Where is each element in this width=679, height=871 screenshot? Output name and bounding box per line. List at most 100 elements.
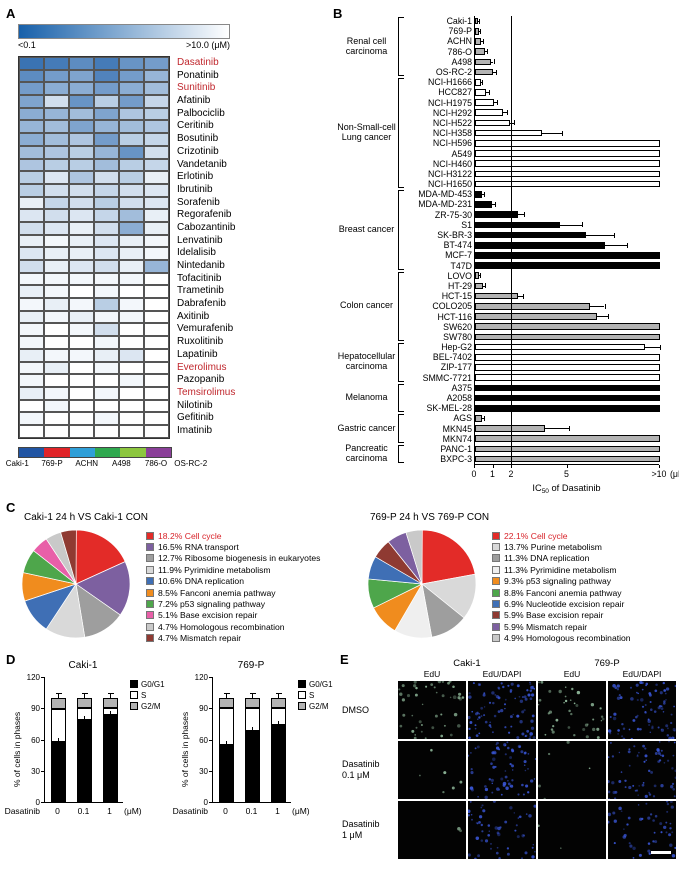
cell-dot xyxy=(494,826,499,830)
bar-row-label: AGS xyxy=(453,413,472,424)
cell-dot xyxy=(657,726,660,729)
heatmap-cell xyxy=(44,260,69,273)
cell-dot xyxy=(476,745,480,749)
cell-dot xyxy=(525,813,528,815)
cell-dot xyxy=(511,764,514,768)
cell-dot xyxy=(608,729,612,733)
bar-row: 786-O xyxy=(406,47,660,57)
ic50-bar xyxy=(475,374,660,381)
cell-dot xyxy=(504,770,507,772)
heatmap-cell xyxy=(119,57,144,70)
pie-legend-item: 18.2% Cell cycle xyxy=(146,530,338,541)
phase-error-cap xyxy=(249,692,256,694)
cell-dot xyxy=(665,801,669,803)
cell-dot xyxy=(490,762,493,765)
cell-dot xyxy=(612,684,616,688)
phase-legend-swatch xyxy=(130,702,138,710)
cell-dot xyxy=(662,702,666,705)
heatmap-cell xyxy=(94,69,119,83)
pie-legend-label: 4.7% Mismatch repair xyxy=(158,633,242,644)
heatmap-cell xyxy=(144,209,169,222)
error-bar xyxy=(478,30,480,32)
cell-dot xyxy=(628,764,631,767)
cell-dot xyxy=(659,691,663,695)
cell-dot xyxy=(636,755,639,758)
drug-label: Sorafenib xyxy=(177,196,220,208)
heatmap-cell xyxy=(69,183,94,197)
pie-legend-label: 7.2% p53 signaling pathway xyxy=(158,599,266,610)
heatmap-cell xyxy=(119,399,144,413)
bar-row-area xyxy=(475,311,660,321)
cell-dot xyxy=(457,827,461,831)
pie-1-title: 769-P 24 h VS 769-P CON xyxy=(370,512,490,523)
cell-dot xyxy=(509,806,513,810)
pie-legend-label: 5.1% Base excision repair xyxy=(158,610,258,621)
pie-legend-label: 16.5% RNA transport xyxy=(158,542,239,553)
cell-dot xyxy=(401,684,405,688)
heatmap-cell xyxy=(44,221,69,235)
cell-dot xyxy=(672,727,676,732)
phase-legend-label: G2/M xyxy=(141,701,161,711)
ic50-bar xyxy=(475,27,479,35)
heatmap-cell xyxy=(44,361,69,375)
cell-dot xyxy=(507,746,510,750)
drug-label: Ceritinib xyxy=(177,120,214,132)
cell-dot xyxy=(613,819,617,823)
heatmap-cell xyxy=(144,221,169,235)
phase-dose-label: 1 xyxy=(107,806,112,816)
bar-row-area xyxy=(475,138,660,148)
ic50-bar xyxy=(475,221,561,229)
phase-bar-segment xyxy=(51,741,66,802)
bar-row-label: BEL-7402 xyxy=(432,352,472,363)
ic50-bar xyxy=(475,99,494,106)
cell-dot xyxy=(529,732,533,736)
cell-dot xyxy=(503,703,507,706)
micrograph-dots xyxy=(608,741,676,799)
cell-dot xyxy=(531,714,535,718)
heatmap-cell xyxy=(44,196,69,210)
error-bar xyxy=(485,51,488,53)
cell-dot xyxy=(478,815,483,819)
phase-legend-swatch xyxy=(130,691,138,699)
cell-dot xyxy=(538,824,540,827)
phase-legend-item: G2/M xyxy=(130,701,161,711)
bar-group-label: Melanoma xyxy=(345,392,388,403)
cell-dot xyxy=(518,695,521,698)
bar-row: HCT-116 xyxy=(406,311,660,322)
bar-row: SW780 xyxy=(406,332,660,342)
heatmap-cell xyxy=(144,82,169,96)
micrograph-row: Dasatinib 0.1 μM xyxy=(342,741,678,799)
cell-dot xyxy=(635,683,639,687)
cell-dot xyxy=(513,812,516,814)
phase-y-tick-label: 120 xyxy=(26,673,40,682)
cell-dot xyxy=(635,715,638,719)
pie-legend-swatch xyxy=(146,622,154,631)
ic50-bar xyxy=(475,38,482,45)
heatmap-cell xyxy=(69,158,94,172)
cell-dot xyxy=(657,760,661,763)
phase-x-axis-title: Dasatinib xyxy=(4,806,40,816)
drug-label: Temsirolimus xyxy=(177,386,236,398)
cell-dot xyxy=(511,769,514,771)
pie-legend-swatch xyxy=(492,600,500,609)
x-axis-title: IC50 of Dasatinib xyxy=(474,483,659,495)
cell-dot xyxy=(506,741,509,744)
phase-y-tick xyxy=(209,770,212,772)
cell-dot xyxy=(608,790,611,794)
cell-dot xyxy=(530,726,535,730)
cell-dot xyxy=(471,818,473,821)
cell-dot xyxy=(493,714,497,718)
phase-error-whisker xyxy=(278,692,279,698)
bar-group-label: Pancreatic carcinoma xyxy=(345,443,388,464)
bar-chart-rows: Renal cell carcinoma Caki-1 769-P ACHN 786-O… xyxy=(336,16,666,465)
cell-dot xyxy=(516,835,520,839)
heatmap-cell xyxy=(144,412,169,425)
pie-legend-label: 8.8% Fanconi anemia pathway xyxy=(504,587,622,598)
cell-dot xyxy=(592,718,595,721)
bar-row-label: Hep-G2 xyxy=(441,342,472,353)
error-bar xyxy=(486,92,489,93)
ic50-bar xyxy=(475,180,660,188)
cell-dot xyxy=(673,705,676,708)
ic50-bar xyxy=(475,384,660,392)
cell-dot xyxy=(649,700,652,704)
